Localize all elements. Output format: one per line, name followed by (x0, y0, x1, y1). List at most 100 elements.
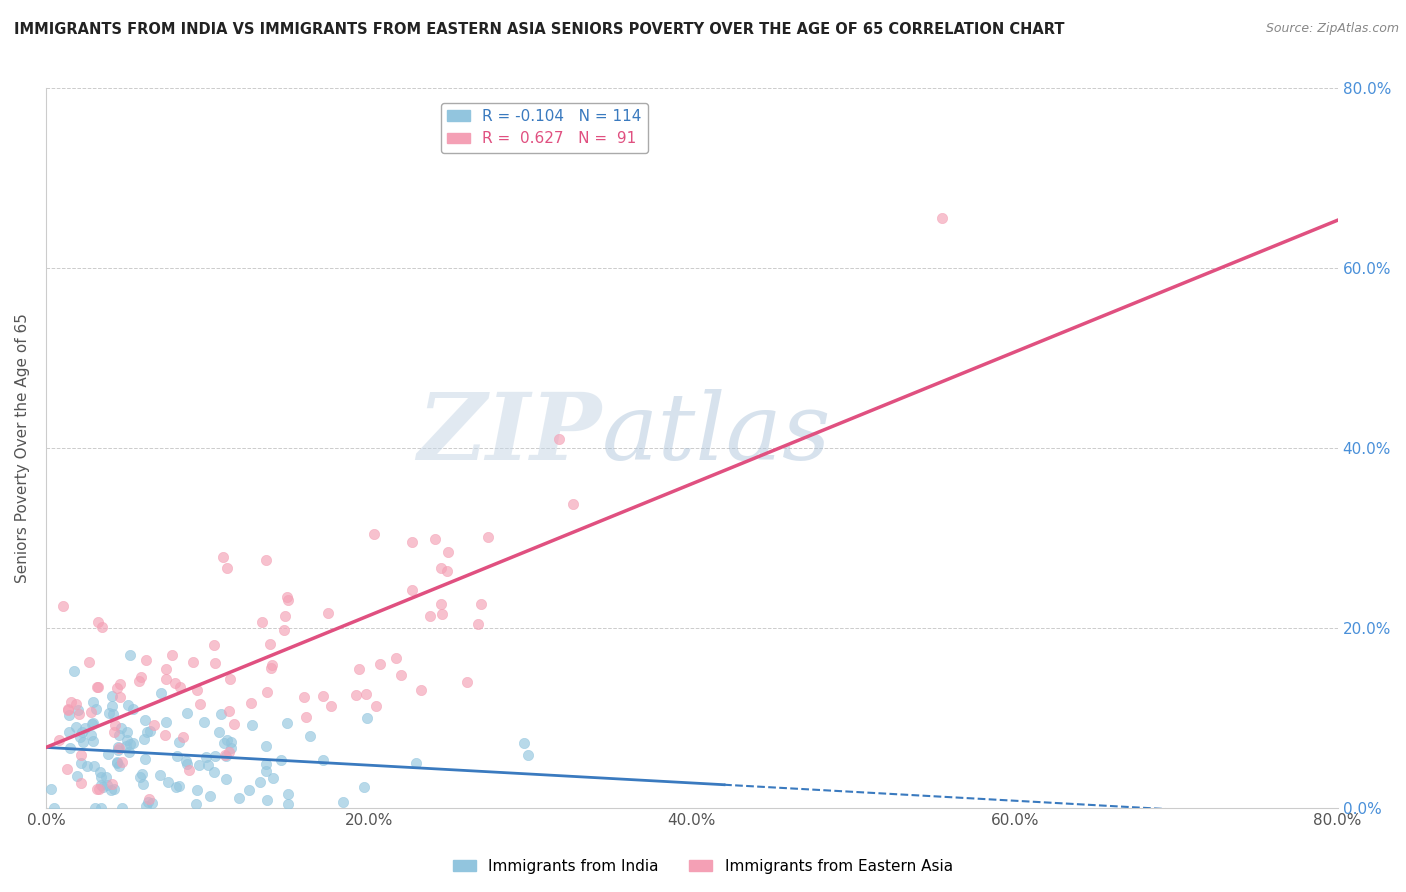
Point (89, 765, 111, 780)
Point (262, 771, 284, 785)
Point (90, 770, 112, 784)
Point (134, 752, 156, 766)
Point (56, 762, 79, 776)
Point (384, 651, 406, 665)
Point (432, 607, 454, 621)
Point (52, 599, 75, 614)
Point (59, 696, 82, 710)
Point (321, 698, 343, 713)
Point (366, 698, 388, 713)
Point (82, 695, 104, 709)
Point (80, 705, 103, 719)
Point (105, 681, 128, 696)
Point (117, 698, 139, 712)
Point (169, 735, 191, 749)
Point (118, 648, 141, 662)
Point (197, 757, 219, 772)
Point (115, 733, 138, 747)
Point (136, 796, 159, 810)
Point (56, 701, 79, 715)
Point (316, 606, 339, 620)
Point (56, 702, 79, 716)
Point (65, 720, 87, 734)
Point (77, 655, 100, 669)
Point (136, 725, 159, 739)
Point (105, 756, 128, 771)
Point (72, 725, 94, 739)
Point (157, 775, 180, 789)
Point (118, 745, 141, 759)
Point (174, 754, 197, 768)
Point (62, 664, 84, 678)
Point (186, 782, 208, 797)
Point (347, 662, 370, 676)
Point (186, 682, 208, 697)
Point (240, 696, 263, 710)
Point (155, 672, 177, 686)
Point (82, 734, 104, 748)
Point (155, 715, 177, 730)
Point (202, 638, 225, 652)
Point (467, 616, 489, 631)
Point (69, 730, 91, 744)
Point (122, 702, 145, 716)
Point (277, 593, 299, 607)
Point (165, 780, 187, 795)
Point (195, 749, 218, 764)
Point (103, 725, 125, 739)
Point (101, 689, 124, 703)
Point (87, 782, 110, 797)
Point (368, 657, 391, 671)
Point (513, 736, 536, 750)
Point (73, 721, 96, 735)
Point (155, 663, 177, 677)
Point (219, 735, 242, 749)
Point (219, 672, 242, 686)
Point (86, 782, 108, 797)
Point (135, 653, 157, 667)
Point (177, 763, 200, 777)
Point (108, 690, 131, 704)
Point (186, 797, 208, 811)
Point (90, 801, 112, 815)
Point (80, 717, 103, 731)
Point (155, 728, 177, 742)
Point (311, 690, 333, 704)
Point (430, 561, 453, 575)
Point (238, 782, 260, 797)
Point (217, 560, 239, 574)
Point (65, 698, 87, 712)
Point (295, 709, 318, 723)
Point (294, 690, 316, 704)
Point (401, 582, 423, 597)
Text: Source: ZipAtlas.com: Source: ZipAtlas.com (1265, 22, 1399, 36)
Point (58, 707, 80, 722)
Point (139, 724, 162, 739)
Point (134, 731, 156, 746)
Point (138, 792, 160, 806)
Point (105, 756, 128, 770)
Point (332, 795, 354, 809)
Point (131, 767, 153, 781)
Point (277, 787, 299, 801)
Point (160, 648, 183, 662)
Point (208, 725, 231, 739)
Point (181, 655, 204, 669)
Point (39, 782, 62, 797)
Point (129, 770, 152, 784)
Point (419, 608, 441, 623)
Point (202, 765, 225, 780)
Point (228, 791, 250, 805)
Point (128, 674, 150, 689)
Point (107, 743, 129, 757)
Point (218, 704, 240, 718)
Point (98, 706, 121, 721)
Point (69, 706, 91, 721)
Point (436, 564, 458, 578)
Point (101, 777, 124, 791)
Point (363, 526, 385, 541)
Point (273, 624, 295, 638)
Point (204, 748, 226, 763)
Point (166, 749, 188, 764)
Point (262, 658, 284, 673)
